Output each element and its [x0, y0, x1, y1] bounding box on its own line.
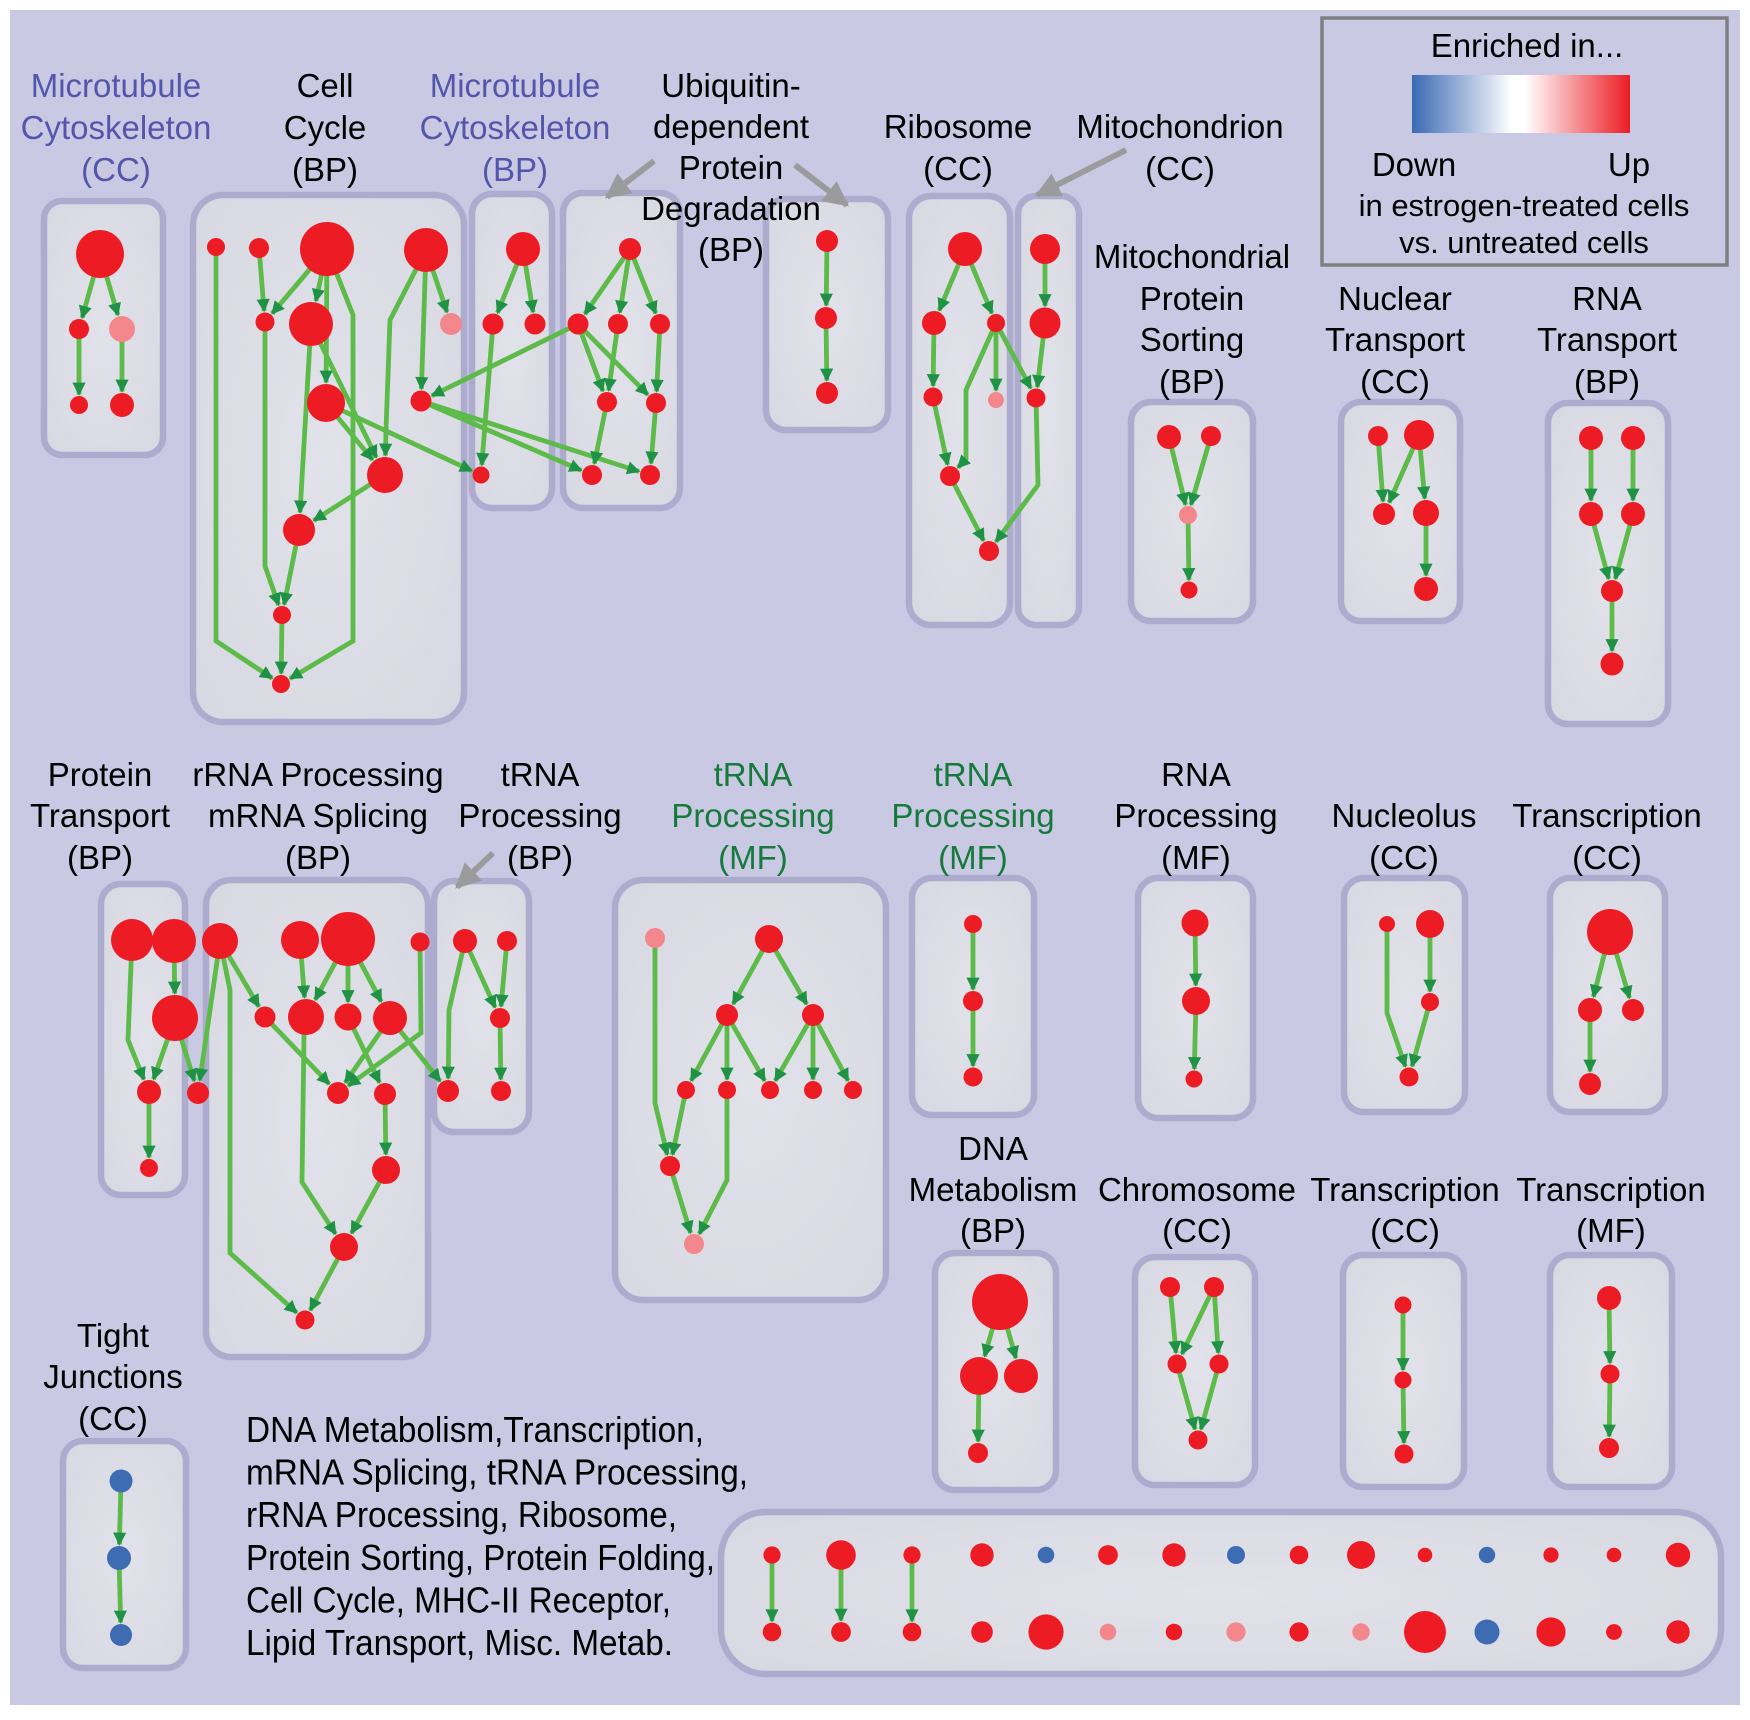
svg-text:(CC): (CC)	[1369, 839, 1439, 876]
svg-text:Transcription: Transcription	[1516, 1171, 1706, 1208]
svg-text:(BP): (BP)	[482, 151, 548, 188]
svg-text:(CC): (CC)	[81, 151, 151, 188]
svg-text:DNA: DNA	[958, 1130, 1028, 1167]
svg-text:Microtubule: Microtubule	[430, 67, 601, 104]
svg-text:(MF): (MF)	[1576, 1212, 1646, 1249]
svg-text:Junctions: Junctions	[43, 1358, 182, 1395]
svg-text:Transport: Transport	[1537, 321, 1677, 358]
svg-text:Cycle: Cycle	[284, 109, 367, 146]
svg-text:Nuclear: Nuclear	[1338, 280, 1452, 317]
svg-text:Transport: Transport	[30, 797, 170, 834]
svg-text:Transport: Transport	[1325, 321, 1465, 358]
svg-text:Metabolism: Metabolism	[909, 1171, 1078, 1208]
svg-text:Degradation: Degradation	[641, 190, 821, 227]
svg-text:mRNA Splicing, tRNA Processing: mRNA Splicing, tRNA Processing,	[246, 1452, 748, 1493]
svg-text:Protein: Protein	[1140, 280, 1245, 317]
svg-text:Processing: Processing	[458, 797, 621, 834]
svg-text:tRNA: tRNA	[714, 756, 793, 793]
svg-text:Processing: Processing	[671, 797, 834, 834]
svg-text:(CC): (CC)	[923, 150, 993, 187]
svg-text:Tight: Tight	[77, 1317, 149, 1354]
svg-text:Protein: Protein	[48, 756, 153, 793]
svg-text:(MF): (MF)	[1161, 839, 1231, 876]
svg-text:(BP): (BP)	[1574, 363, 1640, 400]
svg-text:Ubiquitin-: Ubiquitin-	[661, 67, 800, 104]
svg-text:Microtubule: Microtubule	[31, 67, 202, 104]
svg-text:(CC): (CC)	[78, 1400, 148, 1437]
svg-text:Transcription: Transcription	[1310, 1171, 1500, 1208]
svg-text:Lipid Transport, Misc. Metab.: Lipid Transport, Misc. Metab.	[246, 1622, 673, 1663]
svg-text:Cytoskeleton: Cytoskeleton	[21, 109, 212, 146]
svg-text:(CC): (CC)	[1162, 1212, 1232, 1249]
svg-text:Nucleolus: Nucleolus	[1332, 797, 1477, 834]
svg-text:Cell: Cell	[297, 67, 354, 104]
svg-text:(BP): (BP)	[507, 839, 573, 876]
svg-text:Sorting: Sorting	[1140, 321, 1245, 358]
svg-text:Protein Sorting, Protein Foldi: Protein Sorting, Protein Folding,	[246, 1537, 715, 1578]
svg-text:rRNA Processing: rRNA Processing	[192, 756, 443, 793]
svg-text:(BP): (BP)	[292, 151, 358, 188]
svg-text:Chromosome: Chromosome	[1098, 1171, 1296, 1208]
svg-text:Mitochondrion: Mitochondrion	[1076, 108, 1283, 145]
svg-text:(BP): (BP)	[285, 839, 351, 876]
svg-text:(CC): (CC)	[1572, 839, 1642, 876]
svg-text:(CC): (CC)	[1360, 363, 1430, 400]
svg-text:Cytoskeleton: Cytoskeleton	[420, 109, 611, 146]
svg-text:DNA Metabolism,Transcription,: DNA Metabolism,Transcription,	[246, 1409, 704, 1450]
svg-text:Up: Up	[1608, 146, 1650, 183]
svg-text:(CC): (CC)	[1370, 1212, 1440, 1249]
svg-text:Processing: Processing	[1114, 797, 1277, 834]
svg-text:RNA: RNA	[1572, 280, 1642, 317]
svg-text:Cell Cycle, MHC-II Receptor,: Cell Cycle, MHC-II Receptor,	[246, 1579, 671, 1620]
svg-text:(MF): (MF)	[718, 839, 788, 876]
svg-text:(BP): (BP)	[960, 1212, 1026, 1249]
svg-text:(BP): (BP)	[698, 231, 764, 268]
svg-text:in estrogen-treated cells: in estrogen-treated cells	[1359, 188, 1690, 223]
svg-text:(CC): (CC)	[1145, 150, 1215, 187]
svg-text:Transcription: Transcription	[1512, 797, 1702, 834]
svg-text:Enriched in...: Enriched in...	[1431, 27, 1624, 64]
svg-text:Processing: Processing	[891, 797, 1054, 834]
svg-text:(BP): (BP)	[1159, 363, 1225, 400]
svg-text:(MF): (MF)	[938, 839, 1008, 876]
svg-text:mRNA Splicing: mRNA Splicing	[208, 797, 428, 834]
svg-text:Down: Down	[1372, 146, 1456, 183]
svg-text:tRNA: tRNA	[934, 756, 1013, 793]
svg-text:(BP): (BP)	[67, 839, 133, 876]
svg-text:Mitochondrial: Mitochondrial	[1094, 238, 1290, 275]
svg-text:rRNA Processing, Ribosome,: rRNA Processing, Ribosome,	[246, 1494, 677, 1535]
svg-text:vs. untreated cells: vs. untreated cells	[1399, 225, 1649, 260]
svg-text:tRNA: tRNA	[501, 756, 580, 793]
svg-text:RNA: RNA	[1161, 756, 1231, 793]
svg-text:Protein: Protein	[679, 149, 784, 186]
svg-text:Ribosome: Ribosome	[884, 108, 1033, 145]
svg-text:dependent: dependent	[653, 108, 809, 145]
